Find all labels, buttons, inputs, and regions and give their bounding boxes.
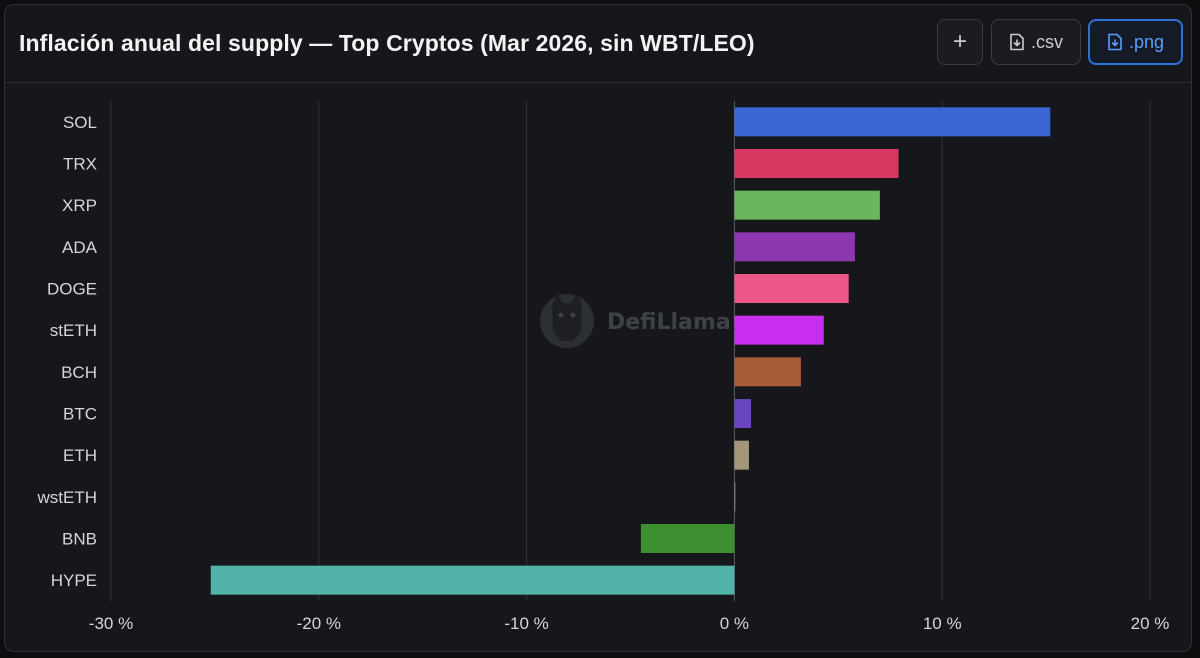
x-tick-label: 0 % bbox=[720, 614, 749, 633]
bar-eth[interactable] bbox=[734, 440, 749, 470]
x-tick-label: -20 % bbox=[297, 614, 341, 633]
bar-doge[interactable] bbox=[734, 274, 849, 303]
x-tick-label: -30 % bbox=[89, 614, 133, 633]
x-tick-label: -10 % bbox=[504, 614, 548, 633]
add-button[interactable]: + bbox=[937, 19, 983, 65]
x-tick-labels: -30 % -20 % -10 % 0 % 10 % 20 % bbox=[89, 614, 1170, 633]
bar-steth[interactable] bbox=[734, 315, 824, 345]
bar-sol[interactable] bbox=[734, 107, 1051, 137]
category-label: stETH bbox=[50, 321, 97, 340]
llama-logo-icon bbox=[540, 293, 594, 348]
bar-bch[interactable] bbox=[734, 357, 801, 387]
category-label: wstETH bbox=[37, 488, 98, 507]
category-label: DOGE bbox=[47, 280, 97, 299]
category-label: ADA bbox=[62, 238, 98, 257]
category-labels: SOL TRX XRP ADA DOGE stETH BCH BTC ETH wstETH BNB H… bbox=[37, 113, 98, 590]
bar-xrp[interactable] bbox=[734, 190, 880, 220]
chart-card: Inflación anual del supply — Top Cryptos… bbox=[4, 4, 1192, 652]
download-csv-button[interactable]: .csv bbox=[991, 19, 1081, 65]
bar-chart: DefiLlama SOL TRX XRP ADA DOGE stETH BCH BTC ETH… bbox=[37, 101, 1170, 633]
category-label: BNB bbox=[62, 530, 97, 549]
bar-ada[interactable] bbox=[734, 232, 855, 262]
x-tick-label: 20 % bbox=[1131, 614, 1170, 633]
grid-lines bbox=[110, 101, 1151, 601]
bar-wsteth[interactable] bbox=[734, 482, 736, 512]
category-label: BTC bbox=[63, 405, 97, 424]
defillama-watermark: DefiLlama bbox=[540, 293, 731, 348]
bar-btc[interactable] bbox=[734, 399, 752, 428]
category-label: ETH bbox=[63, 446, 97, 465]
category-label: TRX bbox=[63, 155, 97, 174]
file-download-icon bbox=[1009, 33, 1025, 51]
bar-trx[interactable] bbox=[734, 149, 899, 178]
chart-header: Inflación anual del supply — Top Cryptos… bbox=[5, 5, 1191, 83]
chart-title: Inflación anual del supply — Top Cryptos… bbox=[19, 30, 755, 56]
bar-hype[interactable] bbox=[210, 565, 735, 595]
csv-label: .csv bbox=[1030, 31, 1063, 52]
category-label: XRP bbox=[62, 196, 97, 215]
plus-icon: + bbox=[952, 28, 967, 55]
download-png-button[interactable]: .png bbox=[1088, 19, 1183, 65]
category-label: SOL bbox=[63, 113, 97, 132]
category-label: BCH bbox=[61, 363, 97, 382]
x-tick-label: 10 % bbox=[923, 614, 962, 633]
bars bbox=[210, 107, 1051, 595]
category-label: HYPE bbox=[51, 571, 97, 590]
file-download-icon bbox=[1107, 33, 1123, 51]
watermark-text: DefiLlama bbox=[607, 310, 731, 335]
png-label: .png bbox=[1128, 31, 1165, 52]
bar-bnb[interactable] bbox=[640, 524, 735, 553]
